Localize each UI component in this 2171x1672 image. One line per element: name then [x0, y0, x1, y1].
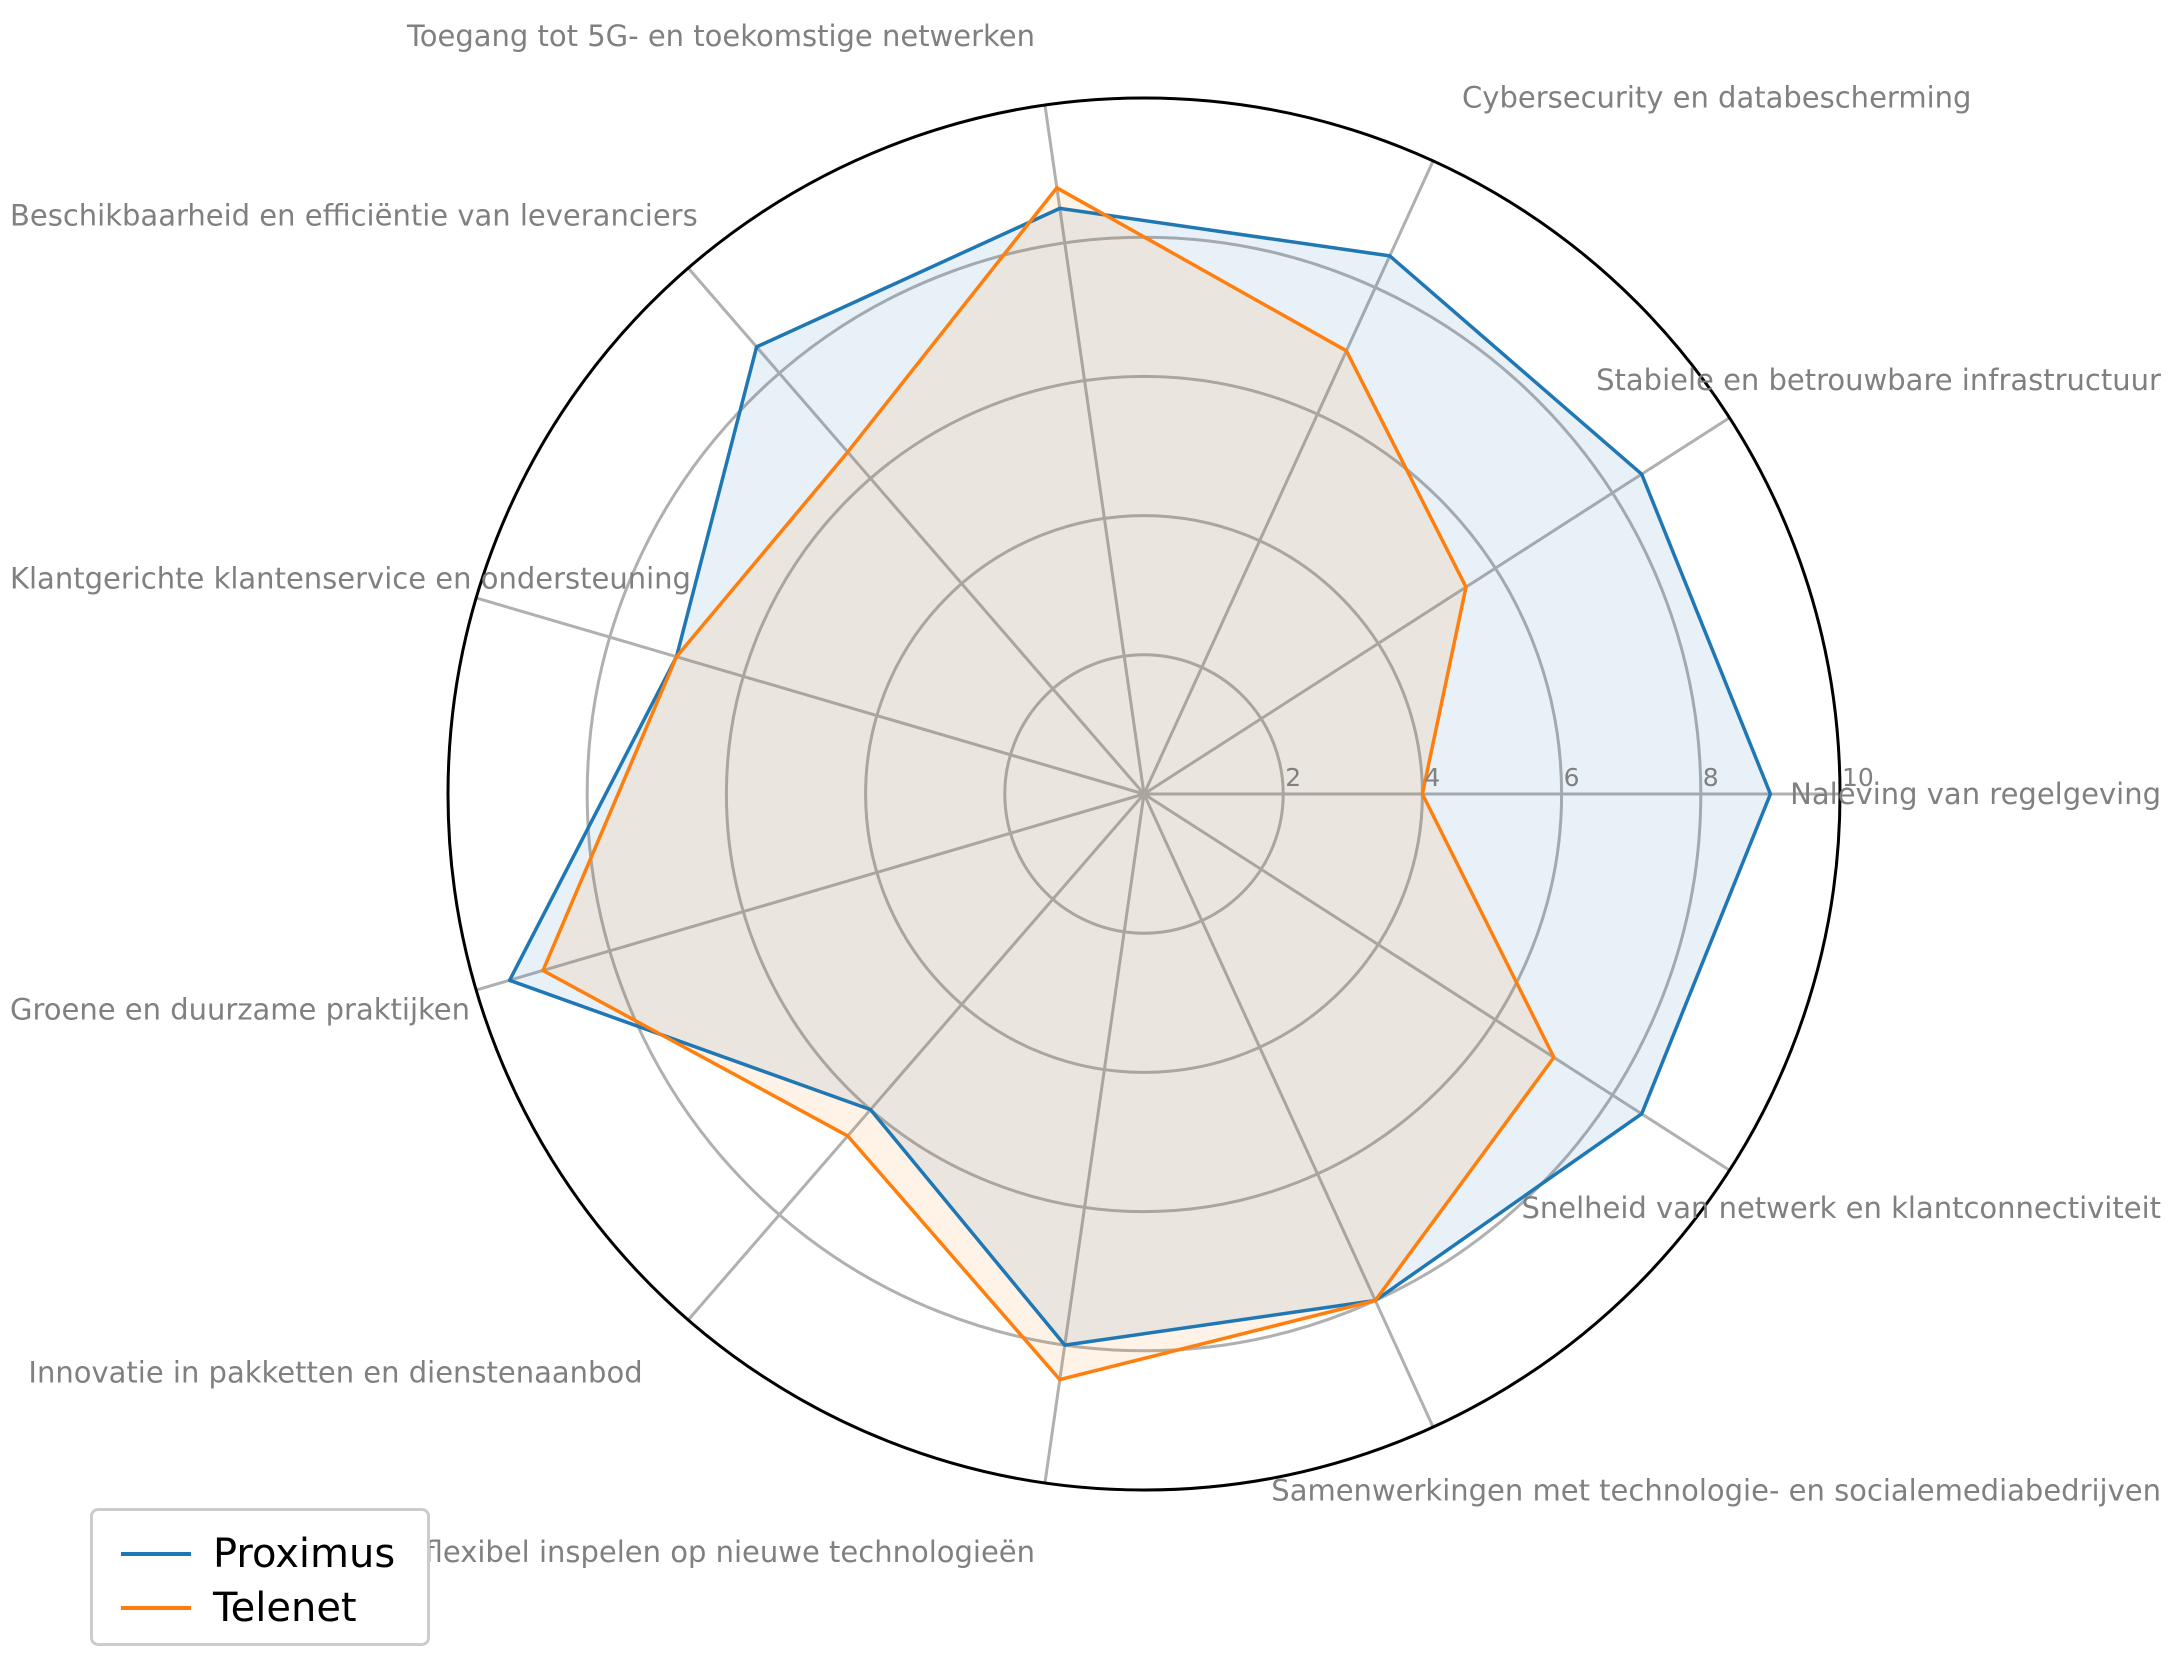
category-label: Beschikbaarheid en efficiëntie van lever…: [10, 198, 698, 232]
legend-item-0: Proximus: [121, 1531, 395, 1577]
category-labels: Naleving van regelgeving Stabiele en betr…: [10, 19, 2161, 1569]
spoke-2: [1142, 160, 1435, 795]
legend-line-icon: [121, 1606, 191, 1610]
spoke-9: [1142, 793, 1435, 1428]
series-layer: [507, 186, 1773, 1382]
spoke-6: [475, 792, 1145, 992]
spoke-5: [475, 596, 1145, 796]
spoke-4: [687, 267, 1146, 795]
category-label: Klantgerichte klantenservice en onderste…: [10, 561, 691, 595]
category-label: Stabiele en betrouwbare infrastructuur: [1596, 363, 2161, 397]
legend: Proximus Telenet: [90, 1508, 430, 1646]
spoke-3: [1043, 104, 1146, 795]
spokes: [475, 104, 1840, 1484]
legend-item-1: Telenet: [121, 1585, 357, 1631]
category-label: Samenwerkingen met technologie- en socia…: [1271, 1473, 2161, 1507]
series-area-0: [509, 208, 1771, 1346]
category-label: Snelheid van netwerk en klantconnectivit…: [1521, 1191, 2161, 1225]
radial-tick-label: 4: [1424, 763, 1440, 792]
category-label: Toegang tot 5G- en toekomstige netwerken: [406, 19, 1035, 53]
category-label: Naleving van regelgeving: [1790, 777, 2161, 811]
spoke-1: [1143, 416, 1731, 796]
series-line-1: [541, 186, 1556, 1382]
category-label: Cybersecurity en databescherming: [1462, 81, 1971, 115]
radial-tick-label: 10: [1842, 763, 1874, 792]
spoke-7: [687, 793, 1146, 1321]
category-label: Groene en duurzame praktijken: [10, 993, 470, 1027]
radial-tick-label: 2: [1285, 763, 1301, 792]
radial-tick-label: 6: [1564, 763, 1580, 792]
series-line-0: [507, 206, 1773, 1347]
legend-label: Telenet: [213, 1585, 357, 1631]
radial-tick-label: 8: [1703, 763, 1719, 792]
spoke-10: [1143, 792, 1731, 1172]
radial-tick-labels: 2 4 6 8 10: [1285, 763, 1874, 792]
outer-frame: [446, 96, 1842, 1492]
spoke-8: [1043, 793, 1146, 1484]
category-label: Innovatie in pakketten en dienstenaanbod: [28, 1356, 642, 1390]
legend-label: Proximus: [213, 1531, 396, 1577]
legend-line-icon: [121, 1552, 191, 1556]
